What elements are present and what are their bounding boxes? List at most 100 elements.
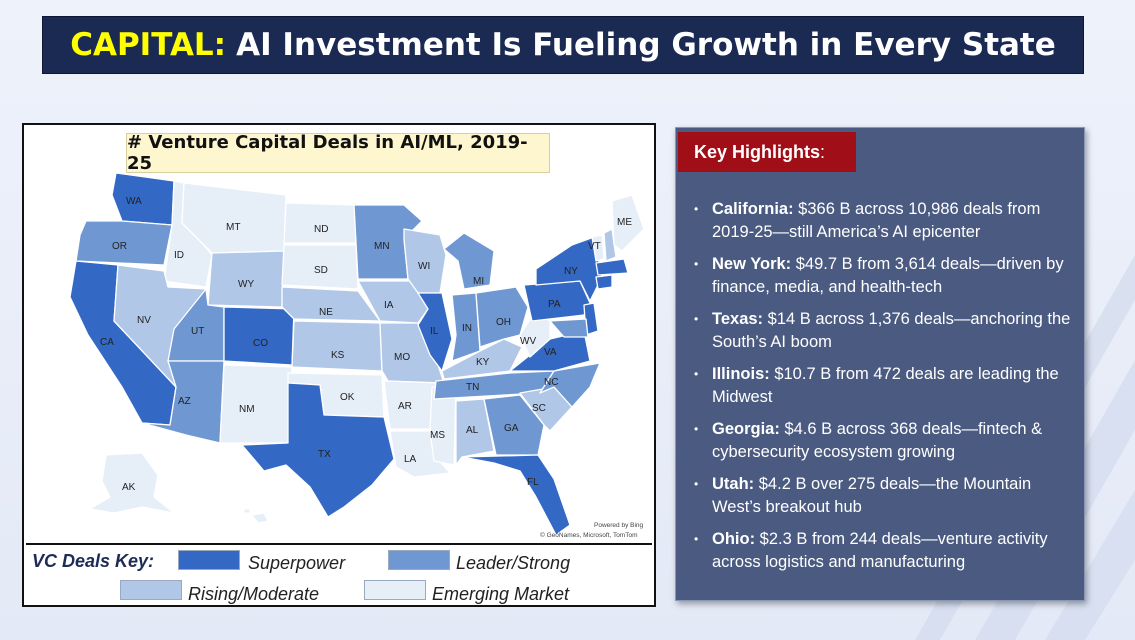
map-credit-bing: Powered by Bing [594, 522, 644, 529]
vc-deals-key: VC Deals Key: Superpower Leader/Strong R… [26, 543, 652, 605]
state-ME [611, 194, 645, 252]
highlight-state: Illinois: [712, 365, 770, 383]
bullet-icon: • [694, 312, 699, 326]
highlight-item: • Georgia: $4.6 B across 368 deals—fintec… [692, 418, 1080, 464]
bullet-icon: • [694, 532, 699, 546]
highlight-item: • Illinois: $10.7 B from 472 deals are le… [692, 363, 1080, 409]
label-FL: FL [527, 477, 539, 488]
us-map: WA OR CA ID NV MT WY UT AZ CO NM ND SD N… [69, 172, 645, 539]
key-label-superpower: Superpower [248, 553, 346, 573]
label-KY: KY [476, 357, 490, 368]
state-NM [219, 364, 293, 444]
highlight-text: $10.7 B from 472 deals are leading the M… [712, 365, 1059, 406]
label-PA: PA [548, 299, 561, 310]
label-MO: MO [394, 352, 410, 363]
key-highlights-panel: Key Highlights: • California: $366 B acro… [675, 127, 1085, 601]
highlight-state: Utah: [712, 475, 755, 493]
state-MA [595, 258, 629, 276]
state-KS [291, 320, 383, 372]
label-MS: MS [430, 430, 445, 441]
highlight-state: Texas: [712, 310, 764, 328]
label-UT: UT [191, 326, 204, 337]
highlights-header: Key Highlights: [678, 132, 856, 172]
state-labels: WA OR CA ID NV MT WY UT AZ CO NM ND SD N… [100, 196, 644, 539]
label-NY: NY [564, 266, 578, 277]
highlight-item: • Utah: $4.2 B over 275 deals—the Mountai… [692, 473, 1080, 519]
highlight-state: Georgia: [712, 420, 780, 438]
label-NV: NV [137, 315, 151, 326]
bullet-icon: • [694, 477, 699, 491]
state-HI2 [243, 508, 251, 514]
label-ME: ME [617, 217, 632, 228]
state-AK [89, 452, 175, 514]
label-IL: IL [430, 326, 439, 337]
label-IA: IA [384, 300, 394, 311]
key-label-leader: Leader/Strong [456, 553, 571, 573]
map-credit-sources: © GeoNames, Microsoft, TomTom [540, 531, 638, 539]
state-NY [535, 236, 603, 302]
label-MI: MI [473, 276, 484, 287]
bullet-icon: • [694, 202, 699, 216]
label-VA: VA [544, 347, 557, 358]
bullet-icon: • [694, 367, 699, 381]
state-GA [483, 394, 545, 456]
highlight-text: $14 B across 1,376 deals—anchoring the S… [712, 310, 1071, 351]
swatch-leader [388, 550, 450, 570]
highlight-item: • California: $366 B across 10,986 deals … [692, 198, 1080, 244]
highlight-text: $366 B across 10,986 deals from 2019-25—… [712, 200, 1041, 241]
label-TN: TN [466, 382, 479, 393]
label-CA: CA [100, 337, 114, 348]
page-title: CAPITAL: AI Investment Is Fueling Growth… [42, 16, 1084, 74]
state-KY [441, 338, 523, 380]
label-AK: AK [122, 482, 136, 493]
label-OK: OK [340, 392, 355, 403]
label-WI: WI [418, 261, 430, 272]
state-OR [75, 220, 173, 266]
state-IN [451, 292, 481, 362]
swatch-rising [120, 580, 182, 600]
label-MT: MT [226, 222, 240, 233]
map-title: # Venture Capital Deals in AI/ML, 2019-2… [126, 132, 550, 174]
label-AR: AR [398, 401, 412, 412]
state-AL [455, 398, 495, 466]
highlights-list: • California: $366 B across 10,986 deals … [692, 198, 1080, 583]
highlight-state: Ohio: [712, 530, 756, 548]
highlights-header-colon: : [820, 141, 826, 162]
label-OR: OR [112, 241, 127, 252]
swatch-superpower [178, 550, 240, 570]
label-LA: LA [404, 454, 417, 465]
state-IL [417, 292, 453, 372]
label-WA: WA [126, 196, 142, 207]
state-NE [281, 286, 381, 322]
label-ID: ID [174, 250, 184, 261]
key-label-emerging: Emerging Market [432, 584, 570, 604]
highlight-text: $4.6 B across 368 deals—fintech & cybers… [712, 420, 1043, 461]
label-MN: MN [374, 241, 390, 252]
state-WA [111, 172, 175, 226]
label-GA: GA [504, 423, 519, 434]
highlight-text: $2.3 B from 244 deals—venture activity a… [712, 530, 1048, 571]
highlights-header-text: Key Highlights [694, 141, 821, 162]
label-TX: TX [318, 449, 331, 460]
highlight-item: • Texas: $14 B across 1,376 deals—anchori… [692, 308, 1080, 354]
state-FL [461, 454, 571, 536]
highlight-text: $4.2 B over 275 deals—the Mountain West’… [712, 475, 1032, 516]
label-WY: WY [238, 279, 254, 290]
label-WV: WV [520, 336, 536, 347]
key-label-rising: Rising/Moderate [188, 584, 320, 604]
label-CO: CO [253, 338, 268, 349]
label-SC: SC [532, 403, 546, 414]
state-HI [251, 512, 269, 524]
label-IN: IN [462, 323, 472, 334]
label-NM: NM [239, 404, 255, 415]
state-VT [591, 234, 605, 262]
state-ND [283, 202, 357, 244]
label-ND: ND [314, 224, 328, 235]
key-title: VC Deals Key: [32, 551, 155, 571]
state-MD [549, 318, 589, 338]
state-MI [443, 232, 495, 290]
label-AL: AL [466, 425, 479, 436]
highlight-state: New York: [712, 255, 792, 273]
highlight-text: $49.7 B from 3,614 deals—driven by finan… [712, 255, 1064, 296]
state-TX [241, 382, 395, 518]
